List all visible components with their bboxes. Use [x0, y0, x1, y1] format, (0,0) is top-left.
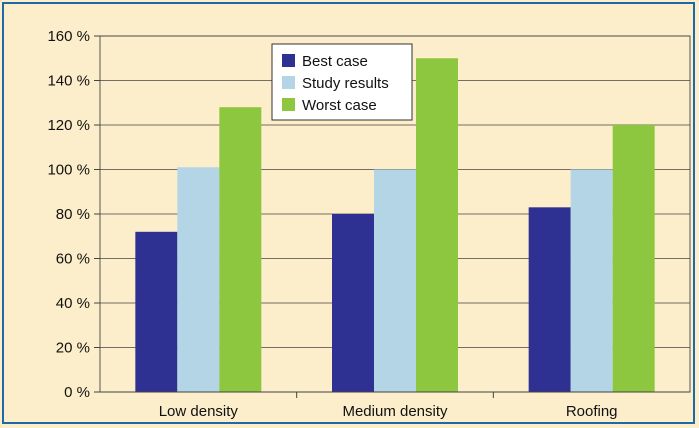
bar-best-case: [528, 207, 571, 392]
bar-study-results: [570, 169, 613, 392]
legend-entry: Worst case: [302, 97, 377, 114]
legend-swatch: [282, 54, 295, 67]
y-tick-label: 80 %: [56, 206, 90, 223]
legend-entry: Best case: [302, 53, 368, 70]
y-tick-label: 0 %: [64, 384, 90, 401]
bar-worst-case: [416, 58, 458, 392]
y-tick-label: 100 %: [47, 162, 90, 179]
x-tick-label: Medium density: [342, 403, 448, 420]
legend-swatch: [282, 98, 295, 111]
y-tick-label: 60 %: [56, 251, 90, 268]
y-tick-label: 120 %: [47, 117, 90, 134]
bar-study-results: [177, 167, 220, 392]
x-tick-label: Roofing: [566, 403, 618, 420]
bar-worst-case: [612, 125, 655, 392]
y-tick-label: 160 %: [47, 28, 90, 45]
chart-frame: 0 % 20 % 40 % 60 % 80 % 100 % 120 % 140 % 160 % L…: [2, 2, 695, 424]
bar-best-case: [332, 214, 374, 392]
bar-best-case: [135, 231, 178, 392]
x-tick-label: Low density: [159, 403, 239, 420]
bar-worst-case: [219, 107, 262, 392]
y-tick-label: 20 %: [56, 340, 90, 357]
bar-study-results: [374, 169, 416, 392]
legend-swatch: [282, 76, 295, 89]
bar-chart: 0 % 20 % 40 % 60 % 80 % 100 % 120 % 140 % 160 % L…: [47, 28, 691, 420]
legend-box: [271, 43, 413, 121]
legend-entry: Study results: [302, 75, 389, 92]
y-tick-label: 140 %: [47, 73, 90, 90]
y-tick-label: 40 %: [56, 295, 90, 312]
